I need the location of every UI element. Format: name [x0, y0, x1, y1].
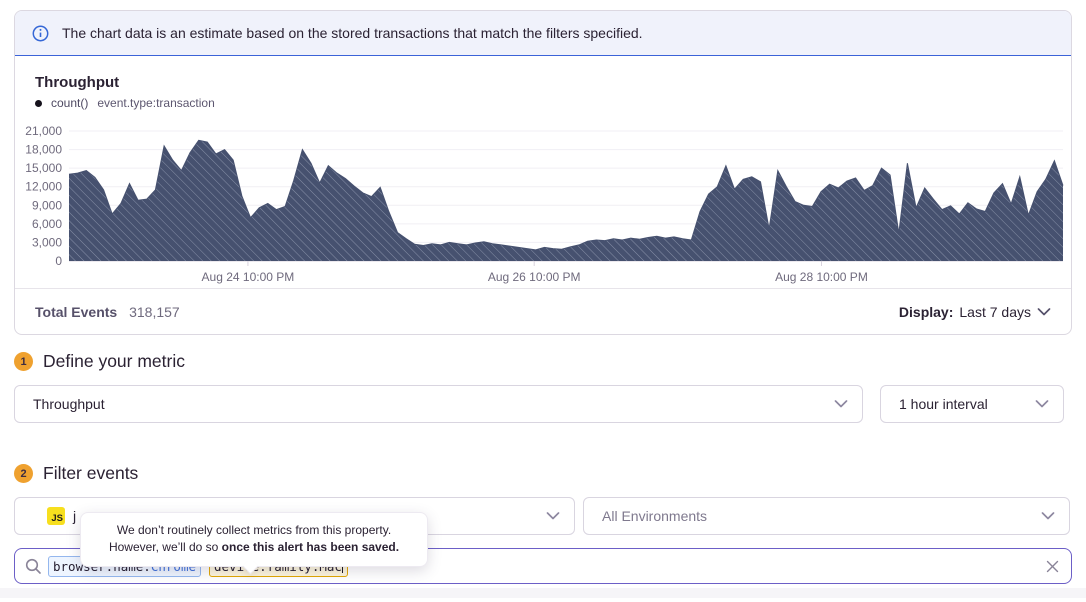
svg-text:0: 0 [55, 254, 62, 268]
total-events: Total Events 318,157 [35, 304, 180, 320]
display-range-select[interactable]: Display: Last 7 days [899, 304, 1051, 320]
metrics-property-tooltip: We don’t routinely collect metrics from … [80, 512, 428, 575]
interval-select[interactable]: 1 hour interval [880, 385, 1064, 423]
chevron-down-icon [1037, 307, 1051, 315]
interval-select-value: 1 hour interval [899, 396, 988, 412]
chart-section: Throughput count() event.type:transactio… [15, 56, 1071, 288]
chart-card: The chart data is an estimate based on t… [14, 10, 1072, 335]
environment-select[interactable]: All Environments [583, 497, 1070, 535]
svg-text:21,000: 21,000 [25, 124, 62, 138]
chart-title: Throughput [35, 74, 120, 91]
svg-text:18,000: 18,000 [25, 143, 62, 157]
svg-text:15,000: 15,000 [25, 161, 62, 175]
javascript-platform-icon: JS [47, 507, 65, 525]
svg-text:12,000: 12,000 [25, 180, 62, 194]
metric-row: Throughput 1 hour interval [14, 385, 1072, 423]
project-select-value: j [73, 508, 77, 524]
info-icon [32, 25, 49, 41]
chart-footer: Total Events 318,157 Display: Last 7 day… [15, 288, 1071, 334]
chart-legend: count() event.type:transaction [15, 91, 1071, 110]
step1-badge: 1 [14, 352, 33, 371]
display-value: Last 7 days [959, 303, 1031, 320]
tooltip-line2: However, we’ll do so once this alert has… [108, 540, 400, 555]
metric-select[interactable]: Throughput [14, 385, 863, 423]
banner-text: The chart data is an estimate based on t… [62, 25, 643, 41]
step2-title: Filter events [43, 463, 139, 483]
page-bottom-divider [0, 588, 1086, 598]
svg-text:9,000: 9,000 [32, 198, 62, 212]
clear-search-button[interactable] [1046, 560, 1059, 573]
chevron-down-icon [1035, 400, 1049, 408]
svg-text:Aug 24 10:00 PM: Aug 24 10:00 PM [202, 270, 295, 284]
step2-badge: 2 [14, 464, 33, 483]
environment-select-value: All Environments [602, 508, 708, 524]
throughput-area-chart: 0 3,000 6,000 9,000 12,000 15,000 18,000 21,000… [15, 116, 1071, 288]
chevron-down-icon [834, 400, 848, 408]
chevron-down-icon [1041, 512, 1055, 520]
svg-text:6,000: 6,000 [32, 217, 62, 231]
total-events-label: Total Events [35, 303, 118, 320]
search-icon [25, 558, 41, 574]
display-label: Display: [898, 303, 954, 320]
info-banner: The chart data is an estimate based on t… [15, 11, 1071, 56]
step2-header: 2 Filter events [14, 463, 1072, 484]
svg-text:3,000: 3,000 [32, 235, 62, 249]
legend-marker-icon [35, 99, 42, 107]
svg-text:Aug 26 10:00 PM: Aug 26 10:00 PM [488, 270, 581, 284]
tooltip-line1: We don’t routinely collect metrics from … [116, 523, 392, 537]
legend-query: event.type:transaction [97, 96, 215, 110]
step1-title: Define your metric [43, 351, 185, 371]
step1-header: 1 Define your metric [14, 351, 1072, 372]
svg-text:Aug 28 10:00 PM: Aug 28 10:00 PM [775, 270, 868, 284]
total-events-value: 318,157 [129, 303, 180, 320]
chevron-down-icon [546, 512, 560, 520]
legend-aggregate: count() [51, 96, 89, 110]
close-icon [1046, 560, 1059, 572]
metric-select-value: Throughput [33, 396, 105, 412]
